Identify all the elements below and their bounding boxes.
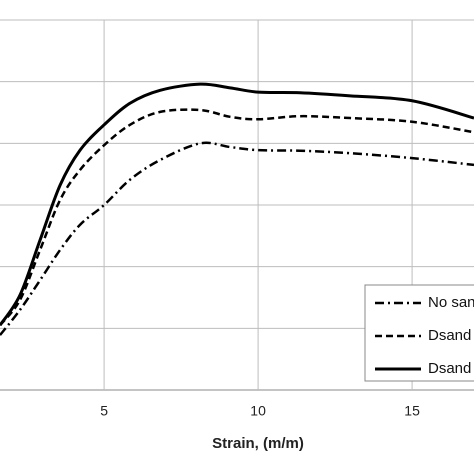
legend: No san Dsand Dsand bbox=[364, 284, 474, 382]
x-tick-label: 10 bbox=[250, 403, 266, 419]
data-line bbox=[0, 108, 474, 327]
legend-label: No san bbox=[428, 294, 474, 311]
x-axis-label: Strain, (m/m) bbox=[212, 435, 304, 452]
legend-label: Dsand bbox=[428, 327, 471, 344]
x-tick-label: 5 bbox=[100, 403, 108, 419]
data-line bbox=[0, 82, 474, 327]
legend-box bbox=[364, 284, 474, 382]
x-tick-label: 15 bbox=[404, 403, 420, 419]
data-line bbox=[0, 141, 474, 336]
legend-label: Dsand bbox=[428, 360, 471, 377]
